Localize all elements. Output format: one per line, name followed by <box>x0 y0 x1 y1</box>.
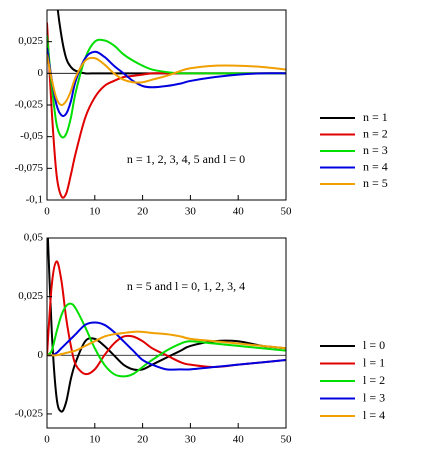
legend-label: n = 1 <box>363 110 388 124</box>
x-tick-label: 20 <box>137 434 149 446</box>
legend-label: n = 4 <box>363 159 388 173</box>
y-tick-label: -0,025 <box>15 99 44 111</box>
legend-label: n = 3 <box>363 143 388 157</box>
y-tick-label: -0,025 <box>15 407 44 419</box>
series-line <box>47 22 286 199</box>
y-tick-label: -0,075 <box>15 162 44 174</box>
series-line <box>47 260 286 376</box>
series-line <box>47 47 286 117</box>
series-line <box>47 321 286 371</box>
y-tick-label: 0,025 <box>18 290 43 302</box>
x-tick-label: 40 <box>233 434 245 446</box>
x-tick-label: 20 <box>137 206 149 218</box>
legend-label: l = 4 <box>363 408 385 422</box>
legend-label: n = 2 <box>363 126 388 140</box>
plot-frame <box>46 237 287 429</box>
annotation: n = 1, 2, 3, 4, 5 and l = 0 <box>127 152 245 166</box>
x-tick-label: 10 <box>89 434 101 446</box>
y-tick-label: -0,05 <box>20 130 43 142</box>
series-line <box>47 54 286 107</box>
y-tick-label: 0,05 <box>24 232 44 244</box>
x-tick-label: 30 <box>185 206 197 218</box>
plot-frame <box>46 9 287 201</box>
legend-label: n = 5 <box>363 176 388 190</box>
series-line <box>47 35 286 139</box>
x-tick-label: 50 <box>281 206 293 218</box>
x-tick-label: 40 <box>233 206 245 218</box>
plot-area <box>47 238 286 413</box>
x-tick-label: 30 <box>185 434 197 446</box>
legend-label: l = 3 <box>363 390 385 404</box>
y-tick-label: -0,1 <box>26 194 43 206</box>
legend-label: l = 2 <box>363 373 385 387</box>
x-tick-label: 0 <box>44 206 50 218</box>
series-line <box>47 330 286 357</box>
y-tick-label: 0,025 <box>18 35 43 47</box>
y-tick-label: 0 <box>38 67 44 79</box>
series-line <box>47 302 286 378</box>
x-tick-label: 10 <box>89 206 101 218</box>
legend-label: l = 0 <box>363 338 385 352</box>
x-tick-label: 50 <box>281 434 293 446</box>
series-line <box>47 238 286 413</box>
legend-label: l = 1 <box>363 355 385 369</box>
x-tick-label: 0 <box>44 434 50 446</box>
annotation: n = 5 and l = 0, 1, 2, 3, 4 <box>127 279 245 293</box>
y-tick-label: 0 <box>38 349 44 361</box>
plot-area <box>47 10 286 199</box>
